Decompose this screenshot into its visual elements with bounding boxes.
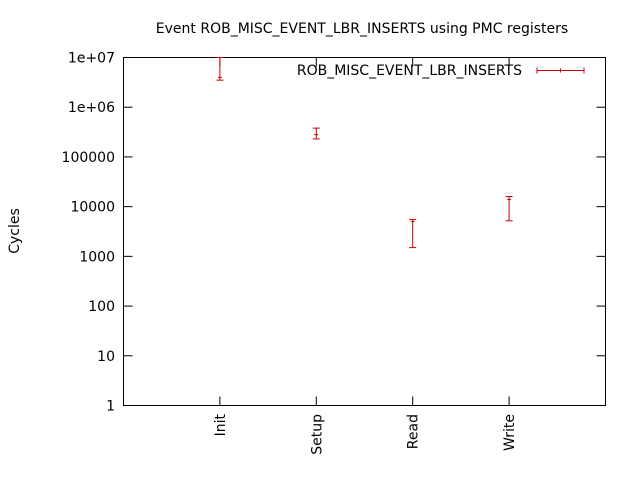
- y-tick-label-6: 1e+06: [68, 100, 115, 116]
- y-tick-label-7: 1e+07: [68, 51, 115, 67]
- point-write: [505, 195, 513, 222]
- plot-frame: [123, 57, 606, 406]
- x-tick-label-0: Init: [213, 413, 229, 436]
- y-tick-label-3: 1000: [79, 249, 115, 265]
- x-tick-label-3: Write: [502, 414, 518, 451]
- y-axis-label: Cycles: [7, 208, 23, 254]
- chart-title: Event ROB_MISC_EVENT_LBR_INSERTS using P…: [156, 21, 568, 37]
- x-tick-label-1: Setup: [309, 414, 325, 455]
- y-tick-label-0: 1: [106, 399, 115, 415]
- series-points: [216, 57, 513, 249]
- x-axis: Init Setup Read Write: [213, 57, 518, 455]
- y-tick-label-2: 100: [88, 299, 115, 315]
- point-init: [216, 57, 224, 81]
- x-tick-label-2: Read: [406, 414, 422, 449]
- point-read: [409, 219, 417, 249]
- legend-label: ROB_MISC_EVENT_LBR_INSERTS: [297, 63, 522, 79]
- y-tick-label-1: 10: [97, 349, 115, 365]
- y-axis: 1 10 100 1000 10000 100000 1e+06 1e+07: [62, 51, 606, 415]
- point-setup: [312, 127, 320, 140]
- legend: ROB_MISC_EVENT_LBR_INSERTS: [297, 63, 585, 79]
- y-tick-label-5: 100000: [62, 150, 115, 166]
- legend-sample: [536, 67, 585, 74]
- y-tick-label-4: 10000: [70, 200, 115, 216]
